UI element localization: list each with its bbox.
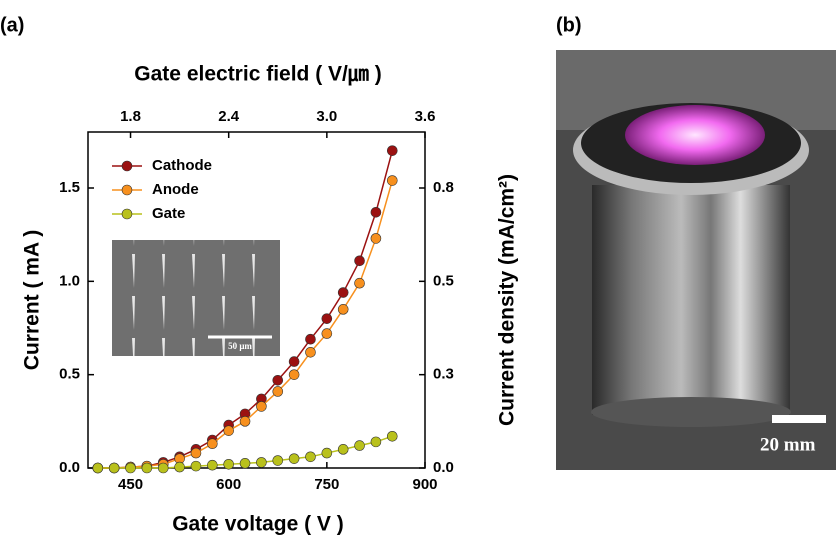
photo-scale-label: 20 mm (760, 434, 816, 455)
data-point (305, 347, 315, 357)
data-point (240, 416, 250, 426)
data-point (273, 456, 283, 466)
legend-marker (122, 161, 132, 171)
data-point (322, 314, 332, 324)
y2-tick-label: 0.3 (433, 366, 454, 383)
photo-scale-bar (772, 415, 826, 423)
x2-axis-title: Gate electric field ( V/㎛ ) (134, 63, 381, 87)
legend-marker (122, 185, 132, 195)
legend-label: Cathode (152, 157, 212, 174)
legend-marker (122, 209, 132, 219)
inset-image (112, 240, 280, 356)
data-point (256, 401, 266, 411)
data-point (387, 146, 397, 156)
x2-tick-label: 3.6 (415, 108, 436, 125)
legend-label: Anode (152, 181, 199, 198)
x-tick-label: 750 (314, 476, 339, 493)
data-point (240, 458, 250, 468)
inset: 50 μm (112, 240, 280, 356)
panel-label: (a) (0, 14, 24, 36)
data-point (109, 463, 119, 473)
data-point (371, 233, 381, 243)
x-tick-label: 450 (118, 476, 143, 493)
data-point (355, 441, 365, 451)
y-axis-title: Current ( mA ) (21, 230, 44, 370)
y-tick-label: 0.0 (59, 459, 80, 476)
data-point (175, 462, 185, 472)
x-tick-label: 900 (412, 476, 437, 493)
data-point (289, 454, 299, 464)
y-tick-label: 1.5 (59, 179, 80, 196)
data-point (387, 176, 397, 186)
y2-tick-label: 0.8 (433, 179, 454, 196)
y-tick-label: 1.0 (59, 272, 80, 289)
data-point (322, 329, 332, 339)
page: {"chart_data": {"type": "line", "panel_l… (0, 0, 836, 542)
data-point (207, 439, 217, 449)
data-point (305, 334, 315, 344)
data-point (93, 463, 103, 473)
data-point (289, 370, 299, 380)
data-point (305, 452, 315, 462)
plasma-glow (625, 105, 765, 165)
data-point (273, 386, 283, 396)
inset-scale-label: 50 μm (228, 341, 252, 351)
x2-tick-label: 3.0 (316, 108, 337, 125)
cylinder-base (591, 397, 791, 427)
data-point (289, 357, 299, 367)
panel-label: (b) (556, 14, 582, 36)
data-point (224, 459, 234, 469)
y2-axis-title: Current density (mA/cm²) (496, 174, 519, 426)
data-point (355, 278, 365, 288)
y-tick-label: 0.5 (59, 366, 80, 383)
data-point (191, 448, 201, 458)
y2-tick-label: 0.5 (433, 272, 454, 289)
data-point (371, 207, 381, 217)
y2-tick-label: 0.0 (433, 459, 454, 476)
data-point (224, 426, 234, 436)
figure: (a) Gate electric field ( V/㎛ ) Gate vol… (0, 0, 836, 542)
data-point (387, 431, 397, 441)
x2-tick-label: 1.8 (120, 108, 141, 125)
data-point (338, 444, 348, 454)
data-point (207, 460, 217, 470)
data-point (256, 457, 266, 467)
legend-label: Gate (152, 205, 185, 222)
data-point (355, 256, 365, 266)
x2-tick-label: 2.4 (218, 108, 240, 125)
cylinder (592, 185, 790, 415)
data-point (158, 463, 168, 473)
x-tick-label: 600 (216, 476, 241, 493)
data-point (273, 375, 283, 385)
data-point (191, 461, 201, 471)
data-point (338, 304, 348, 314)
data-point (371, 437, 381, 447)
data-point (322, 448, 332, 458)
x-axis-title: Gate voltage ( V ) (172, 513, 344, 536)
data-point (142, 463, 152, 473)
data-point (126, 463, 136, 473)
data-point (338, 288, 348, 298)
photo: 20 mm (556, 50, 836, 470)
